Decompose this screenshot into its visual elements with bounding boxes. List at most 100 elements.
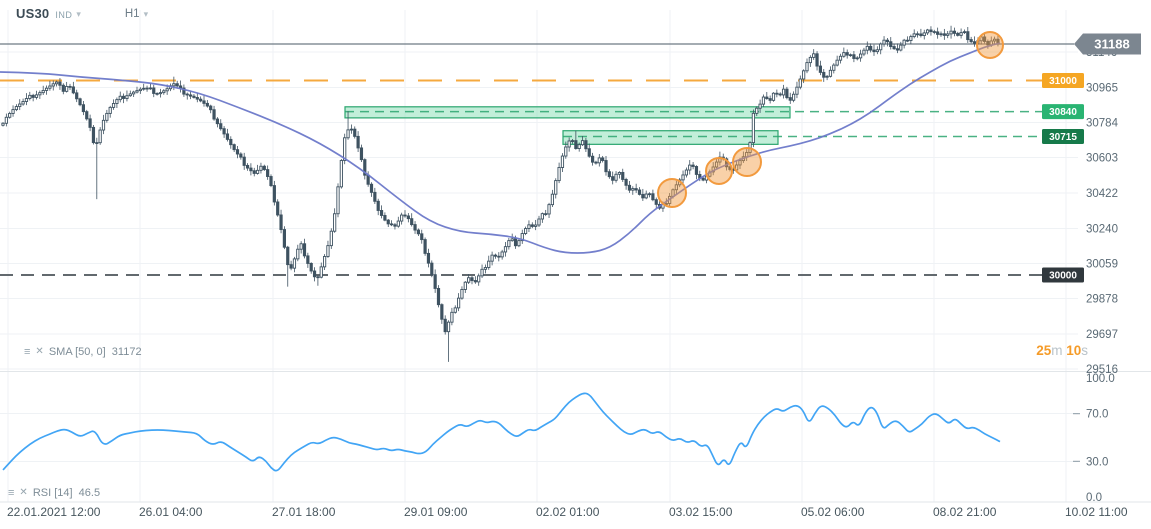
indicator-settings-icon[interactable]: ≡ — [8, 486, 15, 499]
time-tick-label: 27.01 18:00 — [272, 505, 336, 519]
candle-body — [701, 177, 705, 181]
candle-body — [647, 193, 652, 196]
candle-body — [520, 233, 524, 242]
candle-body — [591, 155, 595, 163]
time-tick-label: 05.02 06:00 — [801, 505, 865, 519]
candle-body — [440, 304, 444, 320]
time-tick-label: 03.02 15:00 — [669, 505, 733, 519]
candle-body — [942, 33, 946, 36]
candle-body — [152, 87, 156, 94]
candle-body — [336, 186, 340, 215]
candle-body — [132, 91, 136, 95]
candle-body — [681, 174, 685, 181]
candle-body — [11, 109, 15, 114]
symbol-dropdown-caret-icon[interactable]: ▾ — [76, 9, 81, 19]
candle-body — [128, 93, 132, 97]
candle-body — [78, 98, 82, 106]
candle-body — [986, 40, 990, 46]
candle-body — [91, 126, 96, 144]
candle-body — [959, 32, 963, 36]
zone-30715 — [562, 130, 779, 145]
time-tick-label: 29.01 09:00 — [404, 505, 468, 519]
candle-body — [838, 55, 843, 61]
candle-body — [426, 252, 431, 264]
timeframe-selector[interactable]: H1 — [124, 7, 140, 20]
candle-body — [537, 218, 541, 226]
candle-body — [276, 201, 280, 216]
candle-body — [567, 140, 571, 148]
candle-body — [266, 169, 270, 177]
candle-body — [524, 228, 528, 234]
candle-body — [929, 29, 933, 33]
time-axis[interactable]: 22.01.2021 12:00 26.01 04:00 27.01 18:00 29… — [7, 505, 1128, 519]
candle-body — [138, 88, 142, 92]
annotation-circle — [657, 178, 687, 208]
candle-body — [296, 248, 300, 260]
candle-body — [115, 99, 119, 104]
indicator-settings-icon[interactable]: ≡ — [24, 345, 31, 358]
candle-body — [286, 246, 290, 266]
candle-body — [624, 179, 628, 186]
candle-body — [597, 157, 601, 164]
candle-body — [550, 193, 554, 206]
candle-body — [751, 112, 755, 144]
candle-body — [55, 81, 59, 85]
symbol-name[interactable]: US30 — [16, 6, 50, 21]
candle-body — [818, 65, 822, 73]
candle-body — [480, 268, 484, 277]
candle-body — [349, 128, 353, 131]
candle-body — [185, 93, 189, 96]
price-tags: 31000 30000 30840 30715 31188 — [1042, 33, 1141, 283]
candle-body — [962, 31, 967, 34]
candle-body — [500, 251, 504, 258]
price-axis[interactable]: 3114630965307843060330422302403005929878… — [1086, 47, 1119, 376]
indicator-close-icon[interactable]: ✕ — [35, 346, 44, 357]
candle-body — [28, 94, 32, 99]
candle-body — [68, 85, 72, 88]
candle-body — [761, 96, 766, 105]
indicator-close-icon[interactable]: ✕ — [19, 487, 28, 498]
rsi-axis[interactable]: 100.0 70.0 30.0 0.0 — [1073, 373, 1115, 504]
candle-body — [574, 140, 578, 149]
candle-body — [862, 49, 866, 55]
candle-body — [101, 119, 106, 131]
candle-body — [547, 204, 551, 215]
candle-body — [118, 95, 122, 101]
candle-body — [614, 173, 618, 181]
candle-body — [534, 224, 538, 227]
candle-body — [634, 188, 638, 191]
timeframe-dropdown-caret-icon[interactable]: ▾ — [143, 9, 149, 19]
candle-body — [855, 57, 859, 60]
candle-body — [44, 87, 49, 91]
price-tag-text: 30000 — [1049, 270, 1077, 281]
candle-body — [859, 53, 863, 59]
candle-body — [631, 188, 635, 191]
candle-body — [142, 87, 146, 90]
candles-layer — [1, 25, 1000, 362]
candle-body — [135, 90, 139, 93]
candle-body — [641, 193, 645, 199]
price-tick-label: 29697 — [1086, 329, 1118, 341]
current-price-tag-text: 31188 — [1094, 37, 1129, 52]
supply-zones — [344, 106, 1078, 145]
candle-body — [966, 31, 970, 41]
candle-body — [252, 170, 256, 174]
candle-body — [949, 30, 953, 35]
price-tick-label: 30422 — [1086, 188, 1118, 200]
candle-body — [306, 255, 310, 264]
candle-body — [172, 83, 176, 87]
countdown-minutes: 25 — [1036, 343, 1052, 358]
candle-body — [182, 87, 186, 95]
candle-body — [895, 48, 900, 51]
candle-body — [587, 148, 591, 157]
candle-body — [872, 49, 876, 53]
candle-body — [932, 31, 936, 33]
candle-body — [396, 220, 400, 227]
candle-body — [446, 321, 451, 333]
candle-body — [239, 153, 243, 158]
candle-body — [393, 224, 397, 227]
candle-body — [714, 161, 719, 168]
candle-body — [222, 128, 226, 135]
candle-body — [71, 86, 75, 94]
